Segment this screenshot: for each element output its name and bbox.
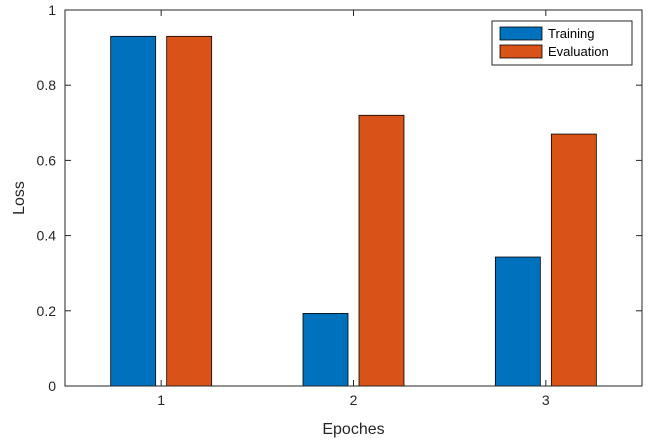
x-tick-label: 3 [542, 392, 550, 408]
x-tick-label: 1 [157, 392, 165, 408]
y-axis-ticks: 0 0.2 0.4 0.6 0.8 1 [37, 2, 642, 394]
bar-training-3 [494, 256, 541, 387]
bar-evaluation-2 [358, 114, 405, 387]
y-tick-label: 0 [48, 378, 56, 394]
y-axis-label: Loss [11, 181, 28, 215]
bar-training-2 [302, 313, 349, 387]
bars-group [110, 35, 597, 387]
legend-swatch-training [499, 26, 543, 41]
bar-evaluation-1 [166, 35, 213, 387]
bar-training-1 [110, 35, 157, 387]
x-tick-label: 2 [350, 392, 358, 408]
y-tick-label: 0.2 [37, 303, 57, 319]
legend: Training Evaluation [491, 20, 633, 66]
legend-label-training: Training [548, 26, 594, 41]
legend-label-evaluation: Evaluation [548, 44, 609, 59]
y-tick-label: 0.4 [37, 228, 57, 244]
bar-evaluation-3 [550, 133, 597, 387]
legend-swatch-evaluation [499, 44, 543, 59]
y-tick-label: 0.6 [37, 152, 57, 168]
y-tick-label: 0.8 [37, 77, 57, 93]
x-axis-label: Epoches [322, 421, 384, 438]
x-axis-ticks: 1 2 3 [157, 10, 550, 408]
y-tick-label: 1 [48, 2, 56, 18]
